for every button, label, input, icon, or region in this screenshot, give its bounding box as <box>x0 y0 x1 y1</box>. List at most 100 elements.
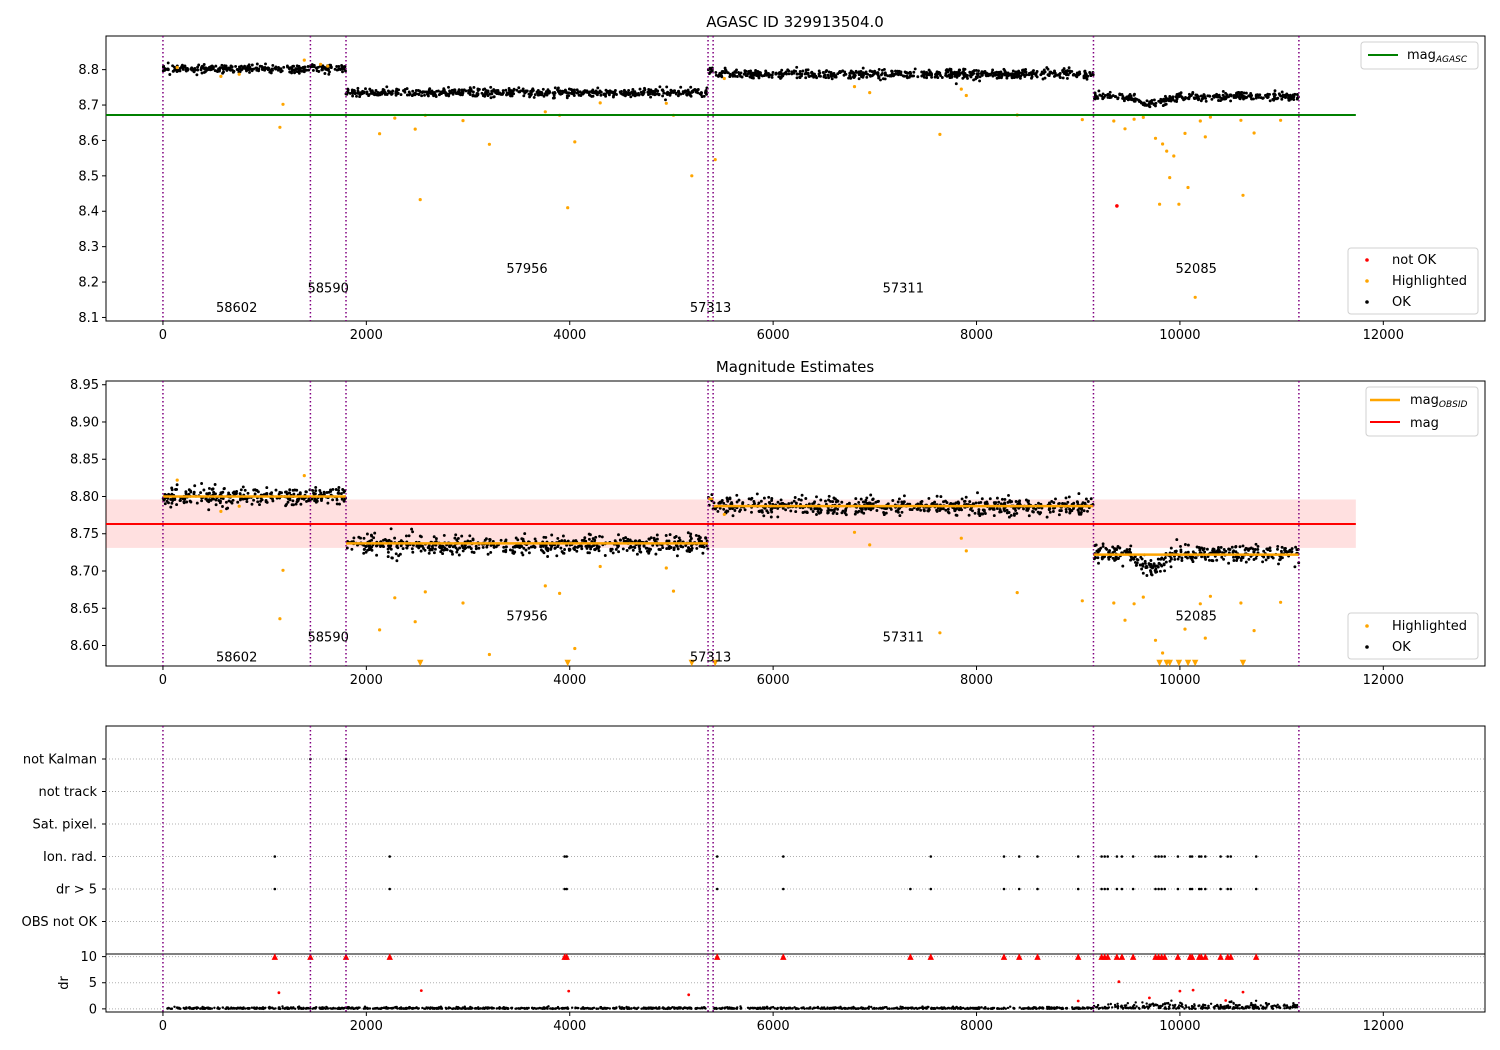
highlighted-point <box>543 584 547 588</box>
ok-point <box>790 70 794 74</box>
ok-point <box>894 69 897 73</box>
ok-point <box>1285 94 1288 97</box>
ok-point <box>769 515 773 519</box>
x-tick-label: 2000 <box>350 673 383 688</box>
ok-point <box>1198 546 1202 550</box>
ok-point <box>729 502 733 506</box>
ok-point <box>858 70 862 74</box>
ok-point <box>430 89 434 93</box>
ok-point <box>762 496 766 500</box>
ok-point <box>474 547 478 551</box>
ok-point <box>209 498 213 502</box>
ok-point <box>213 69 217 73</box>
ok-point <box>328 70 331 74</box>
ok-point <box>1135 557 1139 561</box>
ok-point <box>208 68 212 72</box>
chart-1-legend-top: magAGASC <box>1360 41 1479 70</box>
ok-point <box>731 514 735 518</box>
ok-point <box>460 534 464 538</box>
ok-point <box>881 77 885 81</box>
dr-point <box>676 1007 679 1010</box>
ok-point <box>558 89 562 93</box>
ok-point <box>1012 506 1016 510</box>
ok-point <box>774 72 778 76</box>
ok-point <box>166 61 170 65</box>
x-tick-label: 12000 <box>1363 328 1404 343</box>
x-tick-label: 4000 <box>553 328 586 343</box>
ok-point <box>1016 75 1020 79</box>
ok-point <box>241 66 245 70</box>
ok-point <box>290 66 294 70</box>
ok-point <box>230 65 234 69</box>
x-tick-label: 10000 <box>1159 673 1200 688</box>
ok-point <box>1118 93 1122 97</box>
ok-point <box>163 502 167 506</box>
ok-point <box>1205 547 1209 551</box>
flag-point <box>1163 855 1166 858</box>
ok-point <box>1003 497 1007 501</box>
ok-point <box>1234 550 1238 554</box>
ok-point <box>543 92 547 96</box>
ok-point <box>520 537 524 541</box>
dr-point <box>386 1007 389 1010</box>
ok-point <box>763 506 767 510</box>
highlighted-point <box>461 119 465 123</box>
ok-point <box>573 548 577 551</box>
ok-point <box>1036 510 1040 514</box>
obsid-label: 57956 <box>506 262 547 277</box>
ok-point <box>1059 509 1063 513</box>
highlighted-point <box>1252 629 1256 633</box>
ok-point <box>305 68 308 72</box>
highlighted-point <box>690 174 694 178</box>
dr-point <box>320 1006 324 1010</box>
dr-point <box>615 1006 618 1009</box>
ok-point <box>293 71 296 75</box>
flag-point <box>1254 855 1258 858</box>
ok-point <box>824 76 828 80</box>
ok-point <box>753 502 756 505</box>
ok-point <box>796 72 800 76</box>
highlighted-point <box>378 628 382 632</box>
ok-point <box>534 539 538 543</box>
ok-point <box>364 550 368 554</box>
ok-point <box>1141 562 1145 566</box>
ok-point <box>1187 92 1191 96</box>
ok-point <box>879 78 882 82</box>
ok-point <box>991 74 995 78</box>
ok-point <box>426 94 430 98</box>
ok-point <box>593 90 596 94</box>
ok-point <box>1003 509 1007 513</box>
ok-point <box>716 74 720 78</box>
dr-point <box>404 1007 407 1010</box>
ok-point <box>1180 559 1184 562</box>
ok-point <box>251 67 255 71</box>
dr-point <box>239 1006 242 1009</box>
ok-point <box>1217 93 1221 97</box>
ok-point <box>551 96 555 100</box>
ok-point <box>764 69 768 73</box>
dr-point <box>536 1007 539 1010</box>
ok-point <box>190 66 194 70</box>
ok-point <box>738 72 742 76</box>
ok-point <box>1096 556 1100 560</box>
ok-point <box>423 93 426 97</box>
ok-point <box>757 76 761 80</box>
ok-point <box>668 545 672 548</box>
dr-point <box>196 1006 199 1009</box>
highlighted-point <box>1123 618 1127 622</box>
ok-point <box>1116 97 1120 101</box>
ok-point <box>908 70 912 74</box>
ok-point <box>368 87 372 91</box>
ok-point <box>968 500 972 504</box>
ok-point <box>590 545 594 549</box>
ok-point <box>596 86 600 90</box>
ok-point <box>913 67 917 71</box>
ok-point <box>611 91 615 95</box>
ok-point <box>694 533 698 537</box>
ok-point <box>560 539 564 543</box>
ok-point <box>496 91 500 95</box>
ok-point <box>572 539 576 543</box>
dr-point <box>283 1007 287 1010</box>
ok-point <box>1230 545 1234 549</box>
highlighted-point <box>1193 295 1197 299</box>
